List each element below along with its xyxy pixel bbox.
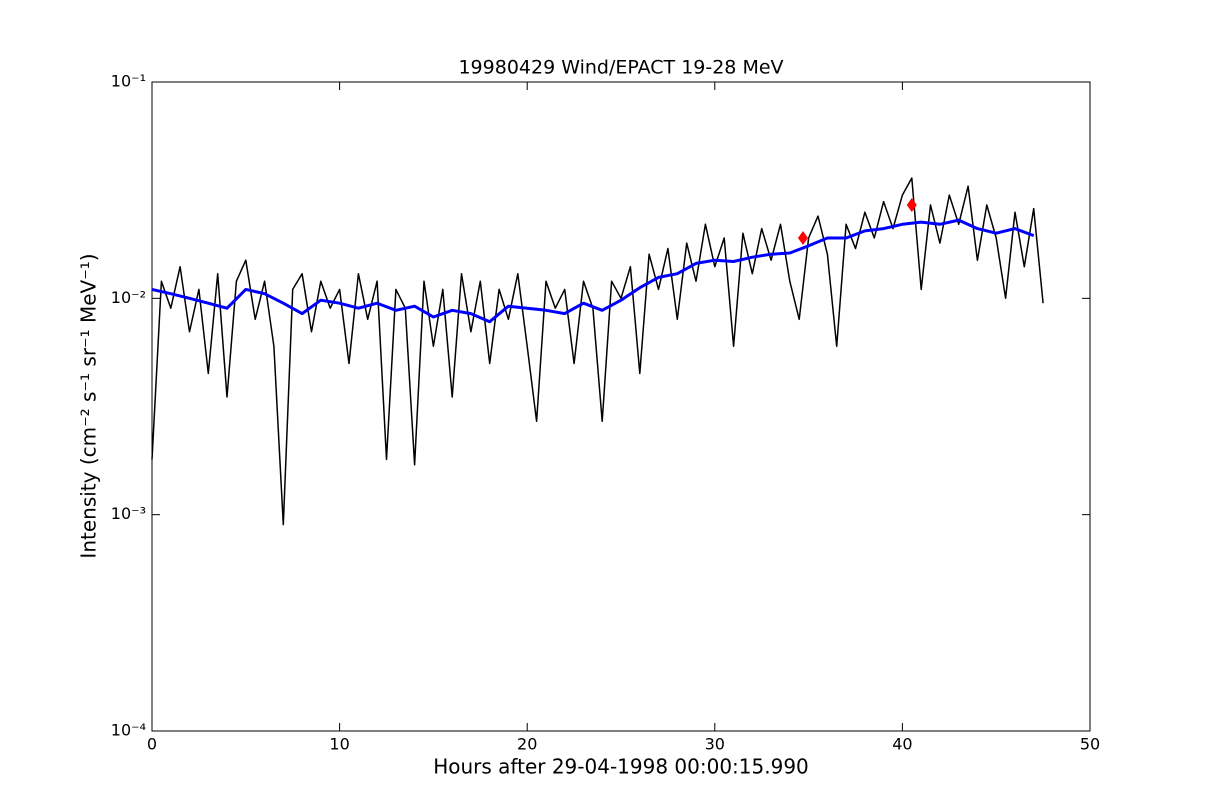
marker <box>906 198 917 213</box>
x-tick-label: 50 <box>1080 735 1100 754</box>
data-line <box>151 177 1044 526</box>
marker <box>797 231 808 246</box>
x-tick-label: 30 <box>705 735 725 754</box>
y-tick-label: 10⁻⁴ <box>111 721 146 740</box>
x-tick-label: 0 <box>147 735 157 754</box>
data-line <box>151 218 1035 324</box>
x-tick-label: 40 <box>892 735 912 754</box>
y-tick-label: 10⁻³ <box>111 504 146 523</box>
x-tick-label: 20 <box>517 735 537 754</box>
x-tick-label: 10 <box>329 735 349 754</box>
y-tick-label: 10⁻¹ <box>111 72 146 91</box>
y-axis-label: Intensity (cm⁻² s⁻¹ sr⁻¹ MeV⁻¹) <box>77 253 101 558</box>
y-tick-label: 10⁻² <box>111 288 146 307</box>
plot-frame <box>151 81 1091 732</box>
chart-title: 19980429 Wind/EPACT 19-28 MeV <box>458 57 783 79</box>
x-axis-label: Hours after 29-04-1998 00:00:15.990 <box>433 755 809 779</box>
